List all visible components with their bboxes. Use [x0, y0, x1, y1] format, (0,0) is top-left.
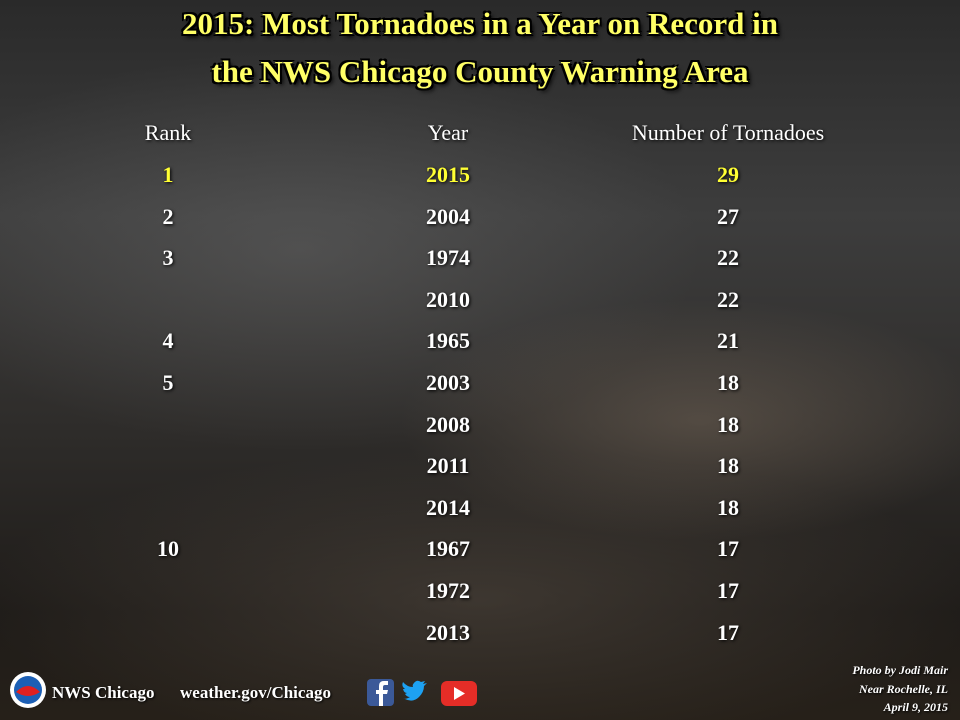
tornado-count-cell: 29: [717, 162, 739, 187]
rank-cell: 2: [162, 203, 174, 229]
tornado-count-cell: 27: [717, 203, 739, 229]
column-header: Year: [427, 120, 469, 145]
column-header: Number of Tornadoes: [631, 120, 825, 145]
website: weather.gov/Chicago: [180, 683, 331, 702]
credit-line: April 9, 2015: [883, 700, 948, 714]
title-line: the NWS Chicago County Warning Area: [211, 54, 749, 89]
year-cell: 2010: [426, 286, 470, 312]
tornado-count-cell: 21: [717, 328, 739, 354]
rank-cell: 10: [157, 536, 179, 562]
year-cell: 1965: [426, 328, 470, 354]
rank-cell: 3: [162, 245, 174, 271]
nws-logo: [10, 672, 46, 708]
title-line: 2015: Most Tornadoes in a Year on Record…: [182, 6, 778, 41]
tornado-count-cell: 17: [717, 578, 739, 603]
tornado-count-cell: 17: [717, 536, 739, 562]
year-cell: 2004: [426, 203, 470, 229]
year-cell: 1972: [426, 578, 470, 603]
column-header: Rank: [144, 120, 192, 145]
year-cell: 2015: [426, 162, 470, 187]
tornado-count-cell: 17: [717, 619, 739, 645]
year-cell: 1974: [426, 245, 470, 271]
year-cell: 2003: [426, 370, 470, 395]
year-cell: 1967: [426, 536, 470, 562]
rank-cell: 1: [162, 162, 174, 187]
tornado-count-cell: 18: [717, 370, 739, 395]
rank-cell: 4: [162, 328, 174, 354]
year-cell: 2008: [426, 411, 470, 437]
year-cell: 2011: [426, 453, 470, 479]
year-cell: 2014: [426, 494, 470, 520]
twitter-icon: [402, 680, 427, 701]
tornado-count-cell: 18: [717, 494, 739, 520]
rank-cell: 5: [162, 370, 174, 395]
tornado-count-cell: 18: [717, 453, 739, 479]
credit-line: Photo by Jodi Mair: [852, 663, 948, 677]
social-icons: [367, 679, 477, 706]
tornado-count-cell: 22: [717, 245, 739, 271]
office-name: NWS Chicago: [52, 683, 155, 702]
credit-line: Near Rochelle, IL: [859, 682, 948, 696]
year-cell: 2013: [426, 619, 470, 645]
tornado-count-cell: 22: [717, 286, 739, 312]
tornado-count-cell: 18: [717, 411, 739, 437]
